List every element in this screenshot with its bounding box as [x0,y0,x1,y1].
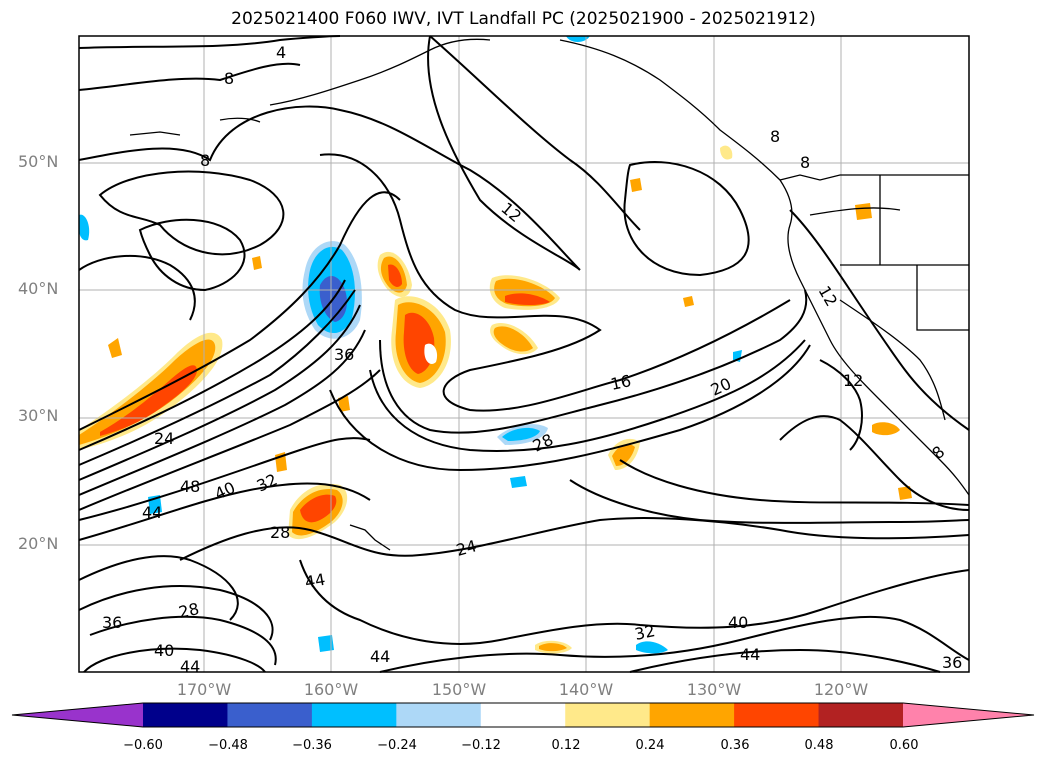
colorbar-segment [480,703,566,727]
map-frame [78,35,970,673]
colorbar-segment [396,703,482,727]
contour-label: 36 [102,613,122,632]
colorbar-tick-label: −0.60 [123,738,163,753]
colorbar [11,702,1035,728]
contour-lines [78,35,970,673]
lat-label: 50°N [18,152,59,171]
contour-label: 40 [728,613,748,632]
colorbar-extend-left [12,703,143,727]
contour-label: 32 [633,621,657,644]
contour-label: 36 [334,345,354,364]
colorbar-tick-label: 0.36 [720,738,750,753]
coastline [129,38,970,551]
contour-label: 8 [224,69,234,88]
lon-label: 170°W [176,680,232,699]
contour-label: 4 [276,43,286,62]
colorbar-segments [143,703,904,727]
contour-label: 28 [177,599,201,622]
colorbar-segment [311,703,397,727]
colorbar-tick-label: 0.60 [889,738,919,753]
lon-label: 140°W [558,680,614,699]
colorbar-segment [565,703,651,727]
colorbar-tick-label: −0.12 [461,738,501,753]
colorbar-segment [818,703,904,727]
lat-label: 30°N [18,406,59,425]
contour-label: 16 [609,371,633,394]
contour-label: 8 [800,153,810,172]
lon-label: 120°W [813,680,869,699]
colorbar-segment [143,703,228,727]
colorbar-extend-right [903,703,1034,727]
colorbar-tick-label: −0.36 [292,738,332,753]
contour-label: 48 [180,477,200,496]
colorbar-segment [734,703,820,727]
lat-label: 20°N [18,534,59,553]
colorbar-tick-label: −0.24 [377,738,417,753]
contour-label: 24 [154,429,174,448]
contour-label: 44 [740,645,760,664]
colorbar-tick-label: 0.24 [635,738,665,753]
lon-label: 150°W [431,680,487,699]
contour-label: 8 [770,127,780,146]
colorbar-segment [227,703,313,727]
contour-label: 8 [200,151,210,170]
colorbar-tick-label: −0.48 [208,738,248,753]
colorbar-tick-label: 0.12 [551,738,581,753]
map-title: 2025021400 F060 IWV, IVT Landfall PC (20… [231,9,816,29]
contour-label: 44 [303,570,326,592]
lat-label: 40°N [18,279,59,298]
contour-label: 40 [154,641,174,660]
lon-label: 130°W [686,680,742,699]
lon-label: 160°W [303,680,359,699]
colorbar-outline [11,702,1035,728]
colorbar-tick-label: 0.48 [804,738,834,753]
contour-label: 24 [454,536,479,560]
contour-label: 44 [180,657,200,676]
contour-label: 36 [942,653,962,672]
contour-label: 44 [370,647,390,666]
colorbar-segment [649,703,735,727]
contour-label: 28 [270,523,290,542]
contour-label: 12 [843,371,863,390]
contour-label: 44 [142,503,162,522]
